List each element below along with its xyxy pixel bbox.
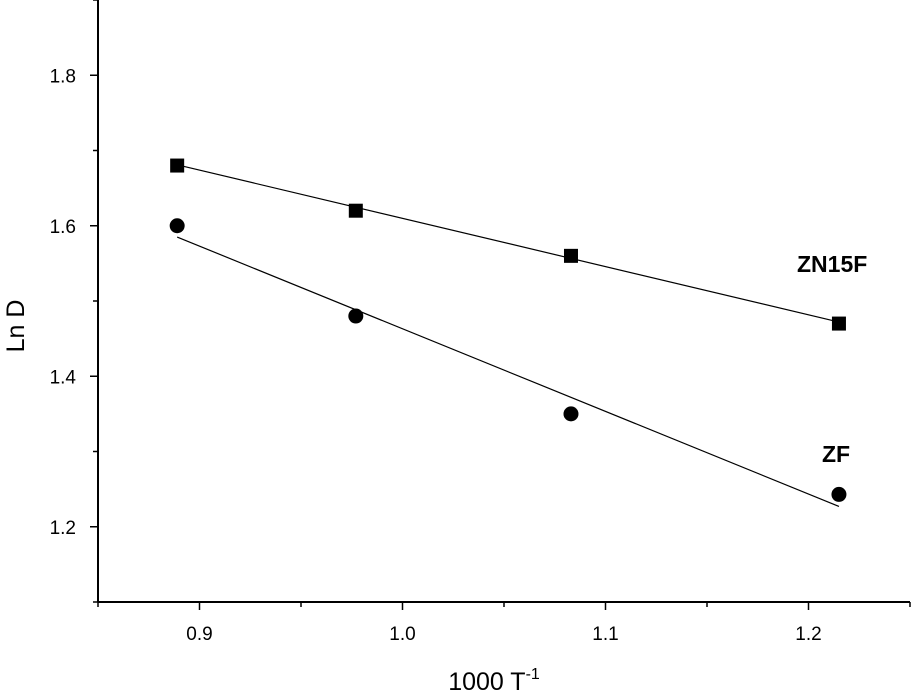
y-tick-label: 1.4 [50, 367, 77, 388]
series-label-zn15f: ZN15F [797, 251, 867, 277]
point-zf [169, 218, 185, 234]
x-axis-title-main: 1000 T [448, 668, 525, 695]
y-tick-label: 1.6 [50, 217, 76, 238]
fit-line-zf [176, 236, 840, 507]
point-zf [831, 486, 847, 502]
plot-frame [97, 0, 910, 603]
series-labels: ZN15F ZF [797, 251, 867, 467]
point-zn15f [348, 203, 363, 218]
x-tick-label: 1.1 [592, 624, 618, 645]
y-tick-label: 1.2 [50, 518, 76, 539]
x-tick-label: 1.2 [795, 624, 821, 645]
point-zf [348, 308, 364, 324]
x-axis-title-exponent: -1 [526, 666, 540, 683]
y-ticks: 1.2 1.4 1.6 1.8 [50, 0, 98, 603]
fit-line-zn15f [177, 164, 840, 323]
point-zn15f [831, 316, 846, 331]
y-axis-title: Ln D [2, 300, 30, 353]
data-markers [169, 158, 847, 502]
point-zf [563, 406, 579, 422]
x-ticks: 0.9 1.0 1.1 1.2 [97, 602, 911, 645]
series-label-zf: ZF [822, 441, 850, 467]
x-axis-title: 1000 T-1 [448, 666, 540, 695]
x-tick-label: 0.9 [186, 624, 212, 645]
point-zn15f [563, 248, 578, 263]
point-zn15f [170, 158, 185, 173]
fit-lines [176, 164, 840, 507]
x-tick-label: 1.0 [389, 624, 415, 645]
y-tick-label: 1.8 [50, 66, 76, 87]
